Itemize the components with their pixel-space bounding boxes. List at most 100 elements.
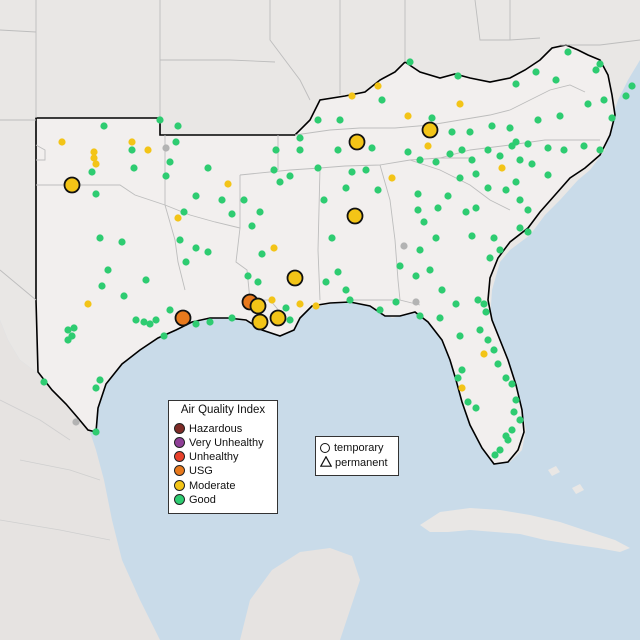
monitor-dot[interactable] [480,300,488,308]
monitor-dot[interactable] [524,206,532,214]
monitor-dot[interactable] [174,122,182,130]
monitor-dot[interactable] [484,184,492,192]
monitor-dot[interactable] [224,180,232,188]
monitor-dot[interactable] [174,214,182,222]
monitor-dot[interactable] [434,204,442,212]
monitor-dot[interactable] [496,152,504,160]
monitor-dot[interactable] [462,208,470,216]
large-monitor-marker[interactable] [63,176,81,194]
large-monitor-marker[interactable] [174,309,192,327]
monitor-dot[interactable] [72,418,80,426]
monitor-dot[interactable] [400,242,408,250]
monitor-dot[interactable] [282,304,290,312]
monitor-dot[interactable] [218,196,226,204]
monitor-dot[interactable] [104,266,112,274]
monitor-dot[interactable] [466,128,474,136]
monitor-dot[interactable] [312,302,320,310]
large-monitor-marker[interactable] [421,121,439,139]
monitor-dot[interactable] [160,332,168,340]
monitor-dot[interactable] [596,60,604,68]
monitor-dot[interactable] [322,278,330,286]
monitor-dot[interactable] [84,300,92,308]
monitor-dot[interactable] [472,170,480,178]
monitor-dot[interactable] [166,306,174,314]
monitor-dot[interactable] [334,146,342,154]
monitor-dot[interactable] [58,138,66,146]
monitor-dot[interactable] [172,138,180,146]
monitor-dot[interactable] [454,374,462,382]
large-monitor-marker[interactable] [269,309,287,327]
monitor-dot[interactable] [70,324,78,332]
monitor-dot[interactable] [600,96,608,104]
monitor-dot[interactable] [120,292,128,300]
monitor-dot[interactable] [118,238,126,246]
monitor-dot[interactable] [480,350,488,358]
monitor-dot[interactable] [416,246,424,254]
monitor-dot[interactable] [92,428,100,436]
monitor-dot[interactable] [90,148,98,156]
monitor-dot[interactable] [296,146,304,154]
monitor-dot[interactable] [88,168,96,176]
monitor-dot[interactable] [314,116,322,124]
monitor-dot[interactable] [412,272,420,280]
monitor-dot[interactable] [92,384,100,392]
monitor-dot[interactable] [258,250,266,258]
monitor-dot[interactable] [152,316,160,324]
monitor-dot[interactable] [64,326,72,334]
monitor-dot[interactable] [552,76,560,84]
monitor-dot[interactable] [456,332,464,340]
large-monitor-marker[interactable] [249,297,267,315]
monitor-dot[interactable] [346,296,354,304]
monitor-dot[interactable] [452,300,460,308]
monitor-dot[interactable] [458,146,466,154]
monitor-dot[interactable] [512,178,520,186]
monitor-dot[interactable] [516,156,524,164]
monitor-dot[interactable] [474,296,482,304]
monitor-dot[interactable] [320,196,328,204]
monitor-dot[interactable] [516,196,524,204]
monitor-dot[interactable] [146,320,154,328]
large-monitor-marker[interactable] [251,313,269,331]
large-monitor-marker[interactable] [348,133,366,151]
monitor-dot[interactable] [524,140,532,148]
monitor-dot[interactable] [622,92,630,100]
monitor-dot[interactable] [580,142,588,150]
monitor-dot[interactable] [448,128,456,136]
monitor-dot[interactable] [464,398,472,406]
monitor-dot[interactable] [524,228,532,236]
monitor-dot[interactable] [314,164,322,172]
monitor-dot[interactable] [244,272,252,280]
monitor-dot[interactable] [508,380,516,388]
monitor-dot[interactable] [508,426,516,434]
monitor-dot[interactable] [128,138,136,146]
monitor-dot[interactable] [506,124,514,132]
monitor-dot[interactable] [128,146,136,154]
monitor-dot[interactable] [378,96,386,104]
monitor-dot[interactable] [592,66,600,74]
monitor-dot[interactable] [544,144,552,152]
monitor-dot[interactable] [192,192,200,200]
monitor-dot[interactable] [444,192,452,200]
monitor-dot[interactable] [512,396,520,404]
monitor-dot[interactable] [40,378,48,386]
monitor-dot[interactable] [490,346,498,354]
monitor-dot[interactable] [516,224,524,232]
monitor-dot[interactable] [376,306,384,314]
monitor-dot[interactable] [424,142,432,150]
monitor-dot[interactable] [348,92,356,100]
monitor-dot[interactable] [132,316,140,324]
monitor-dot[interactable] [416,312,424,320]
monitor-dot[interactable] [334,268,342,276]
monitor-dot[interactable] [458,366,466,374]
monitor-dot[interactable] [176,236,184,244]
monitor-dot[interactable] [144,146,152,154]
monitor-dot[interactable] [486,254,494,262]
monitor-dot[interactable] [276,178,284,186]
monitor-dot[interactable] [534,116,542,124]
monitor-dot[interactable] [256,208,264,216]
monitor-dot[interactable] [560,146,568,154]
monitor-dot[interactable] [90,154,98,162]
monitor-dot[interactable] [544,171,552,179]
monitor-dot[interactable] [596,146,604,154]
monitor-dot[interactable] [166,158,174,166]
